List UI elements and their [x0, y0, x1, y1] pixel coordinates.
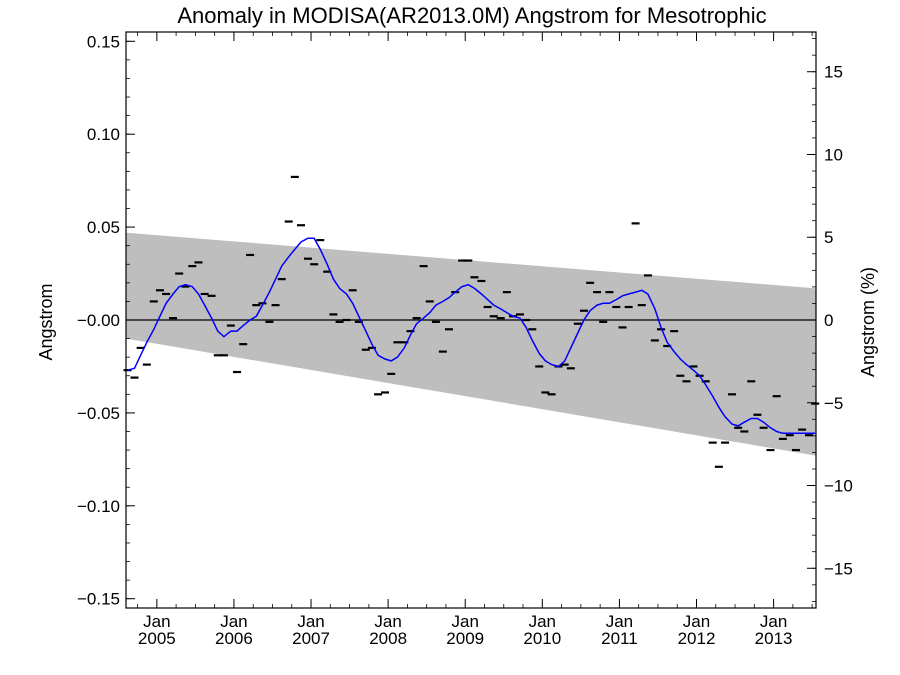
y-axis-label-right: Angstrom (%) [858, 267, 878, 377]
y-right-tick-label: 15 [824, 63, 843, 82]
x-tick-month: Jan [220, 612, 247, 631]
x-tick-month: Jan [529, 612, 556, 631]
x-tick-year: 2011 [601, 629, 638, 648]
plot-area: −0.15 −0.10 −0.05 −0.00 0.05 0.10 0.15 −15 −10 −5… [77, 31, 853, 648]
y-tick-label: −0.00 [77, 311, 120, 330]
x-tick-year: 2012 [678, 629, 716, 648]
x-tick-year: 2010 [523, 629, 561, 648]
x-tick-month: Jan [760, 612, 787, 631]
x-tick-year: 2007 [292, 629, 330, 648]
running-mean-line [127, 237, 816, 435]
y-right-tick-label: −15 [824, 559, 853, 578]
y-tick-label: 0.15 [87, 32, 120, 51]
x-tick-month: Jan [683, 612, 710, 631]
y-tick-label: 0.10 [87, 125, 120, 144]
y-tick-label: −0.10 [77, 497, 120, 516]
y-tick-label: −0.05 [77, 404, 120, 423]
x-tick-month: Jan [452, 612, 479, 631]
y-right-tick-label: 0 [824, 311, 833, 330]
y-right-tick-label: −10 [824, 477, 853, 496]
x-tick-year: 2009 [446, 629, 484, 648]
x-tick-year: 2006 [215, 629, 253, 648]
trend-band [126, 232, 816, 456]
x-tick-year: 2008 [369, 629, 407, 648]
y-right-tick-label: −5 [824, 394, 843, 413]
x-tick-year: 2013 [755, 629, 793, 648]
chart-title: Anomaly in MODISA(AR2013.0M) Angstrom fo… [177, 3, 766, 28]
x-tick-month: Jan [374, 612, 401, 631]
x-tick-month: Jan [143, 612, 170, 631]
y-right-tick-label: 10 [824, 145, 843, 164]
x-tick-month: Jan [606, 612, 633, 631]
x-tick-year: 2005 [138, 629, 176, 648]
y-right-tick-label: 5 [824, 228, 833, 247]
y-tick-label: −0.15 [77, 590, 120, 609]
y-axis-label-left: Angstrom [36, 283, 56, 360]
y-tick-label: 0.05 [87, 218, 120, 237]
x-tick-month: Jan [297, 612, 324, 631]
